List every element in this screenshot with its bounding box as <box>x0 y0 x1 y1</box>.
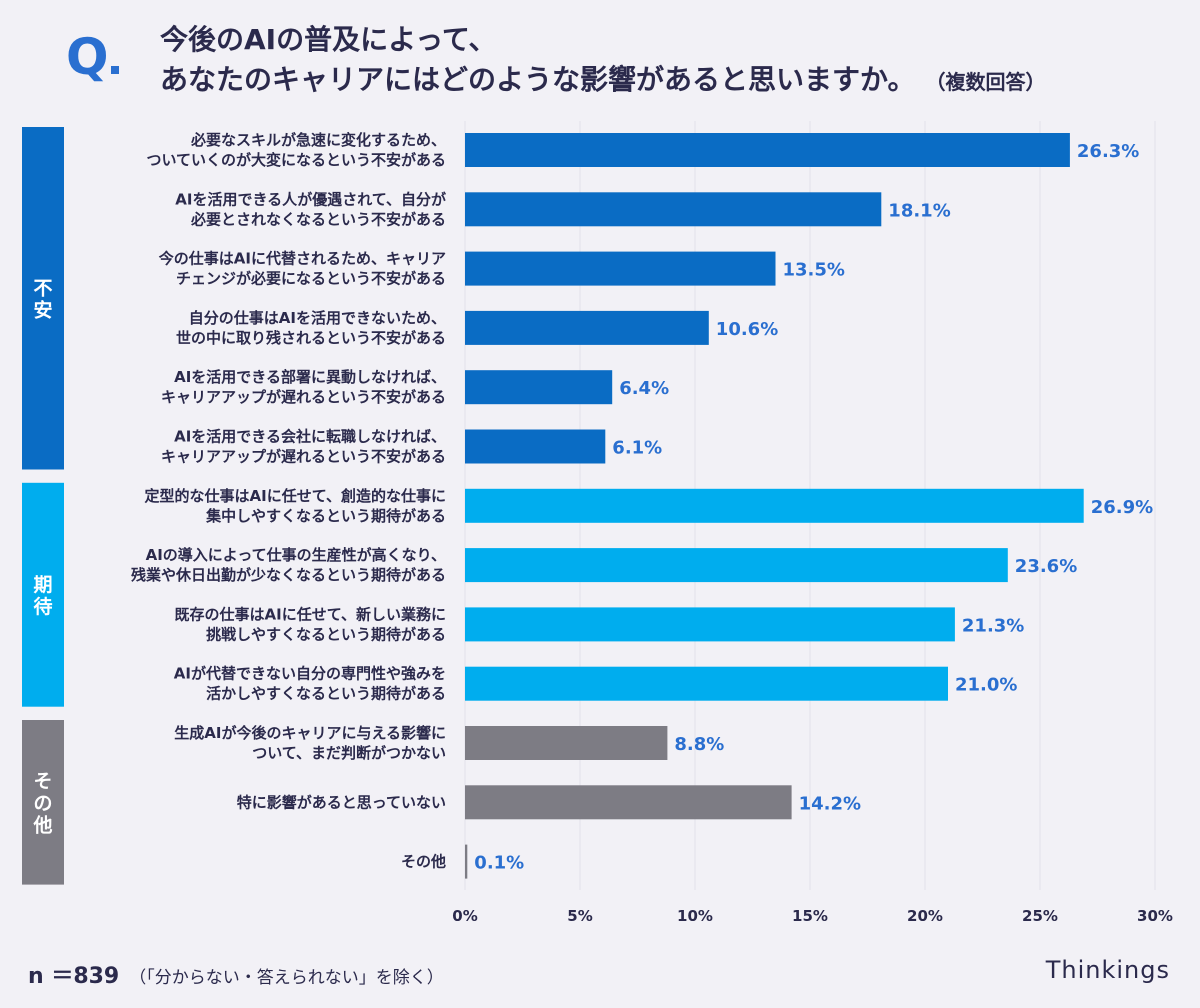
q-dot <box>110 66 119 74</box>
group-label-other: その他 <box>32 770 52 836</box>
bar <box>465 310 709 345</box>
x-tick-label: 20% <box>907 907 943 925</box>
value-label: 6.4% <box>619 378 669 399</box>
x-tick-label: 30% <box>1137 907 1173 925</box>
category-label: 特に影響があると思っていない <box>237 793 446 811</box>
bar <box>465 192 882 227</box>
exclusion-note: （「分からない・答えられない」を除く） <box>129 968 444 988</box>
bar <box>465 844 468 879</box>
title-note: （複数回答） <box>935 70 1046 94</box>
value-label: 21.0% <box>955 675 1017 696</box>
title-line-1: 今後のAIの普及によって、 <box>160 23 497 56</box>
category-label: 定型的な仕事はAIに任せて、創造的な仕事に集中しやすくなるという期待がある <box>145 487 446 525</box>
category-label: 生成AIが今後のキャリアに与える影響について、まだ判断がつかない <box>174 724 446 762</box>
brand-logo: Thinkings <box>1045 956 1170 984</box>
group-box-anxiety <box>22 127 64 470</box>
category-label: 自分の仕事はAIを活用できないため、世の中に取り残されるという不安がある <box>176 309 446 347</box>
category-label: 今の仕事はAIに代替されるため、キャリアチェンジが必要になるという不安がある <box>158 250 446 288</box>
n-label: n ＝839 <box>28 964 120 989</box>
category-label: その他 <box>401 853 446 871</box>
bar <box>465 666 948 701</box>
bar <box>465 785 792 820</box>
group-label-anxiety: 不安 <box>33 277 52 321</box>
x-tick-label: 10% <box>677 907 713 925</box>
group-label-expectation: 期待 <box>33 574 52 618</box>
bar <box>465 251 776 286</box>
category-label: 必要なスキルが急速に変化するため、ついていくのが大変になるという不安がある <box>146 131 446 169</box>
x-tick-label: 15% <box>792 907 828 925</box>
category-label: AIを活用できる人が優遇されて、自分が必要とされなくなるという不安がある <box>175 190 447 228</box>
value-label: 26.3% <box>1077 141 1139 162</box>
group-box-expectation <box>22 482 64 707</box>
value-label: 14.2% <box>799 793 861 814</box>
value-label: 6.1% <box>612 438 662 459</box>
x-tick-label: 5% <box>567 907 592 925</box>
value-label: 18.1% <box>888 200 950 221</box>
bar <box>465 607 955 642</box>
category-label: AIを活用できる会社に転職しなければ、キャリアアップが遅れるという不安がある <box>161 428 446 466</box>
value-label: 26.9% <box>1091 497 1153 518</box>
q-letter: Q <box>66 28 109 86</box>
category-label: AIを活用できる部署に異動しなければ、キャリアアップが遅れるという不安がある <box>161 368 446 406</box>
bar <box>465 429 606 464</box>
value-label: 23.6% <box>1015 556 1077 577</box>
sample-size: n ＝839 （「分からない・答えられない」を除く） <box>28 958 444 990</box>
title-line-2: あなたのキャリアにはどのような影響があると思いますか。 <box>160 63 916 96</box>
value-label: 10.6% <box>716 319 778 340</box>
category-label: AIの導入によって仕事の生産性が高くなり、残業や休日出勤が少なくなるという期待が… <box>131 546 446 584</box>
value-label: 8.8% <box>674 734 724 755</box>
bar <box>465 488 1084 523</box>
value-label: 13.5% <box>783 260 845 281</box>
value-label: 21.3% <box>962 615 1024 636</box>
x-tick-label: 25% <box>1022 907 1058 925</box>
bar <box>465 370 613 405</box>
group-box-other <box>22 720 64 885</box>
x-tick-label: 0% <box>452 907 477 925</box>
bar <box>465 133 1070 167</box>
chart-title: 今後のAIの普及によって、 あなたのキャリアにはどのような影響があると思いますか… <box>160 20 1045 102</box>
category-label: AIが代替できない自分の専門性や強みを活かしやすくなるという期待がある <box>174 665 446 703</box>
bar <box>465 726 668 760</box>
question-mark: Q <box>66 28 119 86</box>
category-label: 既存の仕事はAIに任せて、新しい業務に挑戦しやすくなるという期待がある <box>175 605 446 643</box>
value-label: 0.1% <box>474 853 524 874</box>
bar <box>465 548 1008 583</box>
